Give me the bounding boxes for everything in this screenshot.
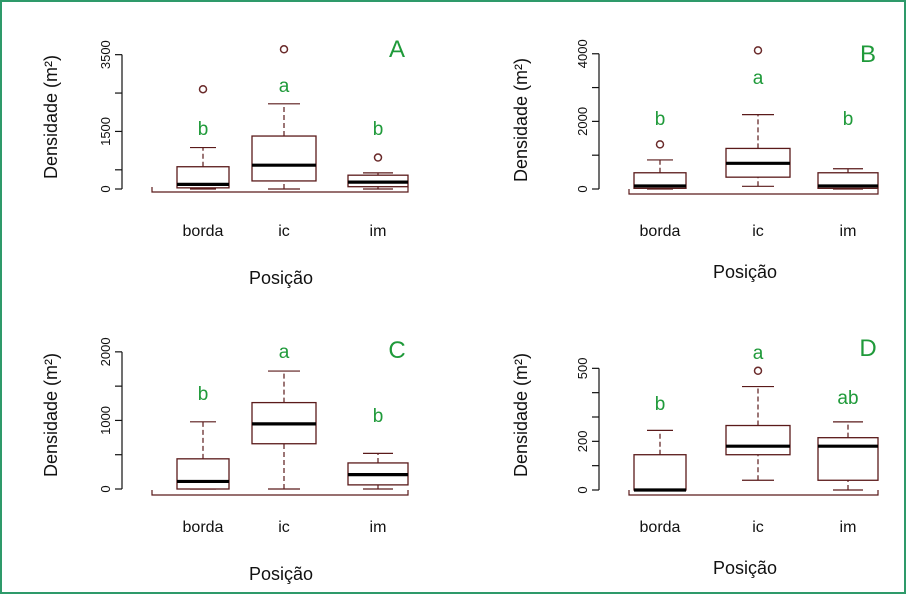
iqr-box: [634, 455, 686, 490]
box-ic: [726, 367, 790, 480]
panel-c: 0 1000 2000 borda b ic a im b C Posição Densidade (…: [41, 337, 408, 584]
significance-letter: b: [843, 109, 854, 130]
y-tick-label: 1500: [98, 117, 113, 146]
outlier-point: [200, 86, 207, 93]
category-label: im: [370, 519, 387, 536]
significance-letter: a: [279, 342, 290, 363]
category-label: im: [840, 223, 857, 240]
category-label: im: [370, 223, 387, 240]
box-im: [818, 169, 878, 189]
panel-d: 0 200 500 borda b ic a im ab D Posição Densidade (m…: [511, 335, 878, 578]
y-tick-label: 0: [98, 185, 113, 192]
panel-a: 0 1500 3500 borda b ic a im b A Posição Densidade (…: [41, 36, 408, 288]
iqr-box: [726, 426, 790, 455]
y-tick-label: 200: [575, 430, 590, 452]
panel-letter: A: [389, 36, 405, 63]
outlier-point: [755, 47, 762, 54]
y-axis-title: Densidade (m²): [41, 55, 61, 179]
category-label: ic: [752, 519, 764, 536]
x-axis-title: Posição: [249, 564, 313, 584]
box-ic: [252, 371, 316, 489]
outlier-point: [657, 141, 664, 148]
significance-letter: a: [753, 343, 764, 364]
category-label: borda: [183, 223, 224, 240]
box-borda: [634, 430, 686, 490]
iqr-box: [252, 136, 316, 181]
significance-letter: ab: [837, 388, 858, 409]
box-borda: [177, 422, 229, 489]
box-im: [818, 422, 878, 490]
y-tick-label: 500: [575, 357, 590, 379]
y-tick-label: 4000: [575, 39, 590, 68]
significance-letter: a: [753, 68, 764, 89]
category-label: borda: [640, 223, 681, 240]
box-im: [348, 154, 408, 189]
box-borda: [634, 141, 686, 189]
y-tick-label: 3500: [98, 40, 113, 69]
box-im: [348, 453, 408, 489]
panel-letter: C: [388, 337, 405, 364]
significance-letter: b: [655, 394, 666, 415]
y-tick-label: 0: [575, 486, 590, 493]
category-label: ic: [278, 223, 290, 240]
x-axis-line: [152, 490, 408, 495]
significance-letter: b: [373, 119, 384, 140]
category-label: borda: [183, 519, 224, 536]
iqr-box: [177, 459, 229, 489]
y-tick-label: 2000: [575, 107, 590, 136]
outlier-point: [281, 46, 288, 53]
panel-letter: B: [860, 41, 876, 68]
y-tick-label: 0: [575, 185, 590, 192]
panel-letter: D: [859, 335, 876, 362]
y-tick-label: 2000: [98, 337, 113, 366]
x-axis-title: Posição: [713, 262, 777, 282]
significance-letter: b: [198, 384, 209, 405]
panel-b: 0 2000 4000 borda b ic a im b B Posição Densidade (…: [511, 39, 878, 282]
y-axis-title: Densidade (m²): [511, 58, 531, 182]
x-axis-line: [629, 189, 878, 194]
y-axis-title: Densidade (m²): [41, 353, 61, 477]
category-label: im: [840, 519, 857, 536]
category-label: borda: [640, 519, 681, 536]
iqr-box: [818, 438, 878, 481]
x-axis-title: Posição: [713, 558, 777, 578]
y-tick-label: 0: [98, 485, 113, 492]
outlier-point: [755, 367, 762, 374]
box-ic: [252, 46, 316, 189]
outlier-point: [375, 154, 382, 161]
significance-letter: a: [279, 76, 290, 97]
x-axis-title: Posição: [249, 268, 313, 288]
y-axis-title: Densidade (m²): [511, 353, 531, 477]
significance-letter: b: [373, 406, 384, 427]
category-label: ic: [752, 223, 764, 240]
category-label: ic: [278, 519, 290, 536]
significance-letter: b: [655, 109, 666, 130]
significance-letter: b: [198, 119, 209, 140]
y-tick-label: 1000: [98, 406, 113, 435]
